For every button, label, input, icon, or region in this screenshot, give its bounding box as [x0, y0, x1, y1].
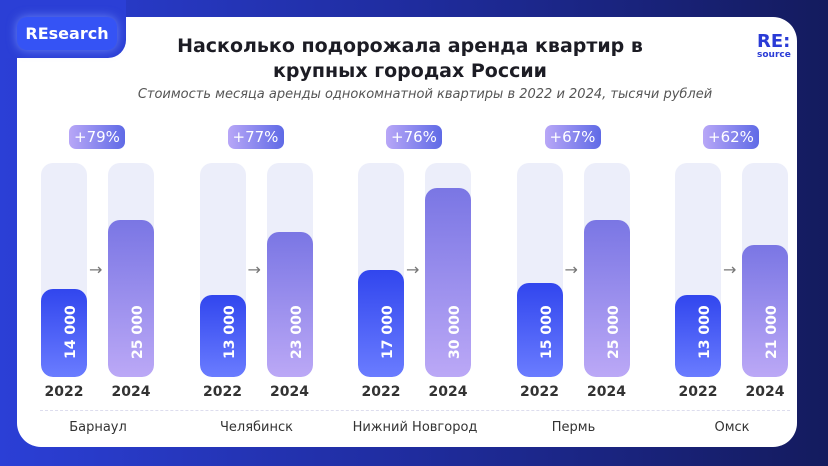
- city-label: Нижний Новгород: [352, 420, 478, 435]
- city-label: Омск: [714, 420, 750, 435]
- divider: [40, 410, 790, 411]
- bar-value-label: 14 000: [63, 305, 79, 359]
- bar-track: 25 000: [108, 163, 154, 377]
- year-label: 2022: [44, 384, 84, 400]
- growth-pill: +79%: [69, 125, 125, 149]
- bar-track: 13 000: [199, 163, 246, 377]
- arrow-right-icon: →: [89, 260, 103, 279]
- year-label: 2024: [428, 384, 468, 400]
- growth-pill: +76%: [386, 125, 442, 149]
- bar-value-label: 13 000: [221, 305, 238, 359]
- research-badge: REsearch: [17, 17, 117, 50]
- arrow-right-icon: →: [406, 260, 420, 279]
- bar-2024: 25 000: [108, 219, 154, 377]
- bar-2022: 13 000: [675, 295, 721, 377]
- bar-track: 17 000: [358, 163, 404, 377]
- year-label: 2024: [270, 384, 309, 400]
- year-label: 2024: [745, 384, 785, 400]
- bar-track: 13 000: [675, 163, 721, 377]
- year-label: 2022: [203, 384, 242, 400]
- arrow-right-icon: →: [723, 260, 737, 279]
- bar-value-label: 25 000: [605, 305, 622, 359]
- city-label: Челябинск: [219, 420, 293, 435]
- bar-track: 14 000: [41, 163, 87, 377]
- bar-2024: 21 000: [742, 244, 788, 377]
- bar-2022: 17 000: [358, 270, 404, 377]
- chart-title: Насколько подорожала аренда квартир в кр…: [177, 35, 643, 82]
- city-label: Пермь: [551, 420, 596, 435]
- bar-track: 21 000: [742, 163, 788, 377]
- bar-track: 15 000: [516, 163, 563, 377]
- bar-2024: 23 000: [266, 232, 313, 377]
- bar-2022: 13 000: [199, 295, 246, 377]
- bar-2022: 15 000: [516, 282, 563, 377]
- bar-value-label: 25 000: [130, 305, 146, 359]
- arrow-right-icon: →: [564, 260, 578, 279]
- bar-track: 30 000: [425, 163, 471, 377]
- bar-track: 25 000: [583, 163, 630, 377]
- year-label: 2022: [678, 384, 718, 400]
- bar-value-label: 21 000: [764, 305, 780, 359]
- city-label: Барнаул: [69, 420, 127, 435]
- bar-2022: 14 000: [41, 288, 87, 377]
- bar-value-label: 23 000: [288, 305, 305, 359]
- chart-subtitle: Стоимость месяца аренды однокомнатной кв…: [137, 87, 713, 102]
- bar-value-label: 17 000: [380, 305, 396, 359]
- logo-line1: RE:: [757, 31, 791, 52]
- growth-pill: +77%: [227, 125, 284, 149]
- year-label: 2024: [587, 384, 626, 400]
- growth-pill: +67%: [544, 125, 601, 149]
- bar-value-label: 13 000: [697, 305, 713, 359]
- growth-pill: +62%: [703, 125, 759, 149]
- bar-2024: 30 000: [425, 188, 471, 377]
- bar-2024: 25 000: [583, 219, 630, 377]
- arrow-right-icon: →: [247, 260, 261, 279]
- resource-logo: RE: source: [757, 33, 791, 60]
- year-label: 2024: [111, 384, 151, 400]
- logo-line2: source: [757, 50, 791, 60]
- year-label: 2022: [520, 384, 559, 400]
- bar-track: 23 000: [266, 163, 313, 377]
- bar-value-label: 30 000: [447, 305, 463, 359]
- bar-value-label: 15 000: [538, 305, 555, 359]
- year-label: 2022: [361, 384, 401, 400]
